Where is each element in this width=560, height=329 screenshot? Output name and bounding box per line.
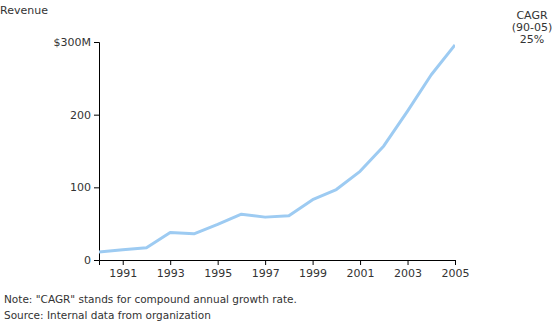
tick: 200 (70, 109, 99, 122)
tick-mark (218, 260, 219, 265)
plot-area (99, 45, 455, 252)
tick-label: 2003 (394, 267, 422, 280)
tick-mark (94, 187, 99, 188)
tick-label: 1999 (299, 267, 327, 280)
tick: 100 (70, 181, 99, 194)
y-axis: 0 100 200 $300M (54, 36, 100, 267)
tick: 1999 (299, 260, 327, 280)
tick-mark (123, 260, 124, 265)
tick: 2005 (442, 260, 470, 280)
revenue-line (99, 45, 455, 252)
tick-label: 200 (70, 109, 91, 122)
tick-label: 0 (84, 254, 91, 267)
tick: 0 (84, 254, 99, 267)
tick-label: 2005 (442, 267, 470, 280)
tick-mark (360, 260, 361, 265)
tick-label: 1993 (157, 267, 185, 280)
tick: 1997 (252, 260, 280, 280)
tick-mark (265, 260, 266, 265)
tick-mark (455, 260, 456, 265)
tick-mark (94, 260, 99, 261)
chart: 0 100 200 $300M 1991 1993 1995 1997 1999 2001 2003… (0, 0, 560, 329)
note: Source: Internal data from organization (4, 309, 211, 321)
tick: 1995 (204, 260, 232, 280)
tick-mark (408, 260, 409, 265)
annotation: 25% (520, 33, 544, 46)
tick: 1991 (109, 260, 137, 280)
tick-mark (94, 42, 99, 43)
tick: $300M (54, 36, 100, 49)
tick: 2001 (347, 260, 375, 280)
tick-label: $300M (54, 36, 92, 49)
axis-line (94, 43, 100, 261)
x-axis: 1991 1993 1995 1997 1999 2001 2003 2005 (100, 260, 470, 280)
tick-label: 1995 (204, 267, 232, 280)
note: Note: "CAGR" stands for compound annual … (4, 293, 297, 305)
axis-line (100, 261, 456, 266)
tick-mark (313, 260, 314, 265)
tick: 1993 (157, 260, 185, 280)
tick-label: 1991 (109, 267, 137, 280)
tick-mark (170, 260, 171, 265)
tick-label: 1997 (252, 267, 280, 280)
tick: 2003 (394, 260, 422, 280)
tick-label: 100 (70, 181, 91, 194)
tick-label: 2001 (347, 267, 375, 280)
tick-mark (94, 115, 99, 116)
y-axis-title: Revenue (0, 4, 48, 17)
